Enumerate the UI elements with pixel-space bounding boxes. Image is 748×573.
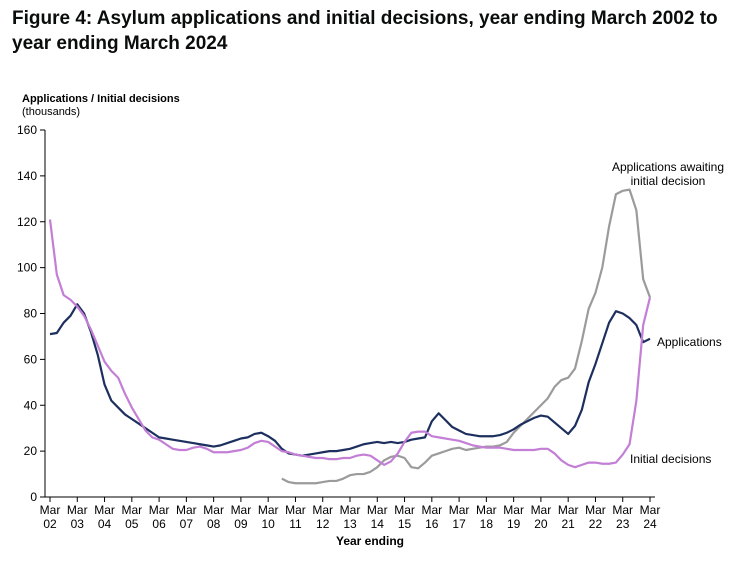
- series-label: Initial decisions: [630, 452, 712, 466]
- x-tick-label: Mar 20: [531, 503, 552, 531]
- x-tick-label: Mar 12: [312, 503, 333, 531]
- x-tick-label: Mar 05: [121, 503, 142, 531]
- x-tick-label: Mar 02: [40, 503, 61, 531]
- x-tick-label: Mar 04: [94, 503, 115, 531]
- x-tick-label: Mar 03: [67, 503, 88, 531]
- y-tick-label: 140: [17, 169, 37, 183]
- x-tick-label: Mar 22: [585, 503, 606, 531]
- y-axis-unit: (thousands): [22, 106, 81, 118]
- x-tick-label: Mar 17: [449, 503, 470, 531]
- x-tick-label: Mar 21: [558, 503, 579, 531]
- y-tick-label: 80: [24, 307, 38, 321]
- series-line: [281, 188, 652, 485]
- y-tick-label: 40: [24, 398, 38, 412]
- x-tick-label: Mar 18: [476, 503, 497, 531]
- y-tick-label: 160: [17, 123, 37, 137]
- series-label: Applications: [657, 335, 722, 349]
- y-tick-label: 120: [17, 215, 37, 229]
- series-label: Applications awaiting initial decision: [611, 160, 725, 188]
- x-tick-label: Mar 15: [394, 503, 415, 531]
- y-tick-label: 20: [24, 444, 38, 458]
- series-line: [49, 303, 651, 457]
- x-tick-label: Mar 11: [285, 503, 306, 531]
- x-tick-label: Mar 07: [176, 503, 197, 531]
- x-tick-label: Mar 08: [203, 503, 224, 531]
- y-tick-label: 100: [17, 261, 37, 275]
- x-tick-label: Mar 24: [640, 503, 661, 531]
- series-line: [48, 219, 652, 469]
- y-axis-label: Applications / Initial decisions: [22, 93, 180, 105]
- x-tick-label: Mar 23: [612, 503, 633, 531]
- x-tick-label: Mar 09: [231, 503, 252, 531]
- x-tick-label: Mar 16: [421, 503, 442, 531]
- x-tick-label: Mar 10: [258, 503, 279, 531]
- chart-title: Figure 4: Asylum applications and initia…: [12, 8, 718, 54]
- x-tick-label: Mar 06: [149, 503, 170, 531]
- x-axis-label: Year ending: [336, 534, 404, 548]
- y-tick-label: 0: [30, 490, 37, 504]
- x-tick-label: Mar 14: [367, 503, 388, 531]
- x-tick-label: Mar 19: [503, 503, 524, 531]
- x-tick-label: Mar 13: [340, 503, 361, 531]
- y-tick-label: 60: [24, 352, 38, 366]
